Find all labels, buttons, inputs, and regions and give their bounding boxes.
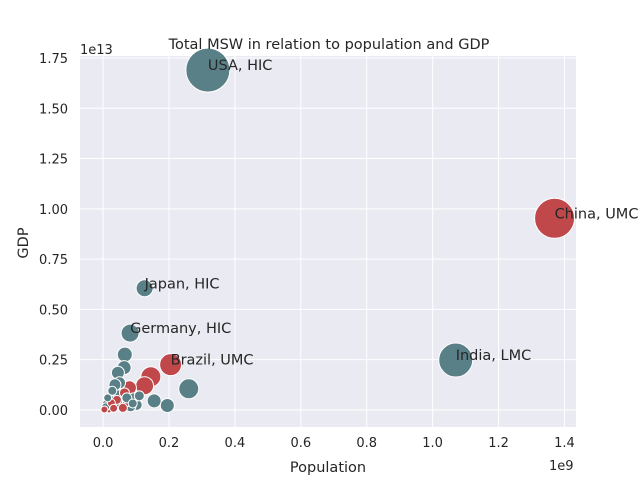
y-axis-offset-label: 1e13: [80, 43, 113, 58]
x-tick-label: 1.2: [488, 436, 509, 451]
y-tick-label: 1.00: [39, 203, 68, 218]
point-annotation: Germany, HIC: [130, 321, 231, 337]
y-tick-label: 0.75: [39, 253, 68, 268]
data-point: [534, 197, 576, 239]
data-point: [159, 353, 183, 377]
data-points: [100, 47, 576, 414]
data-point: [109, 403, 119, 413]
data-point: [159, 397, 175, 413]
x-tick-label: 0.0: [93, 436, 114, 451]
point-annotation: China, UMC: [555, 206, 639, 222]
data-point: [133, 390, 145, 402]
point-annotation: India, LMC: [456, 348, 532, 364]
point-annotation: Brazil, UMC: [171, 353, 254, 369]
x-tick-label: 0.8: [356, 436, 377, 451]
data-point: [135, 279, 154, 298]
x-tick-label: 0.2: [159, 436, 180, 451]
data-point: [438, 342, 474, 378]
point-annotations: USA, HIC China, UMC India, LMC Japan, HIC Ge…: [130, 58, 638, 369]
data-point: [185, 47, 231, 93]
y-tick-label: 0.00: [39, 404, 68, 419]
y-tick-label: 1.25: [39, 153, 68, 168]
y-tick-label: 1.75: [39, 52, 68, 67]
point-annotation: Japan, HIC: [144, 276, 220, 292]
data-point: [117, 402, 128, 413]
chart-title: Total MSW in relation to population and …: [168, 37, 490, 53]
y-tick-labels: 0.00 0.25 0.50 0.75 1.00 1.25 1.50 1.75: [39, 52, 68, 419]
point-annotation: USA, HIC: [208, 58, 273, 74]
data-point: [116, 346, 133, 363]
data-point: [127, 398, 138, 409]
data-point: [120, 323, 140, 343]
y-tick-label: 0.25: [39, 354, 68, 369]
y-tick-label: 0.50: [39, 303, 68, 318]
x-tick-labels: 0.0 0.2 0.4 0.6 0.8 1.0 1.2 1.4: [93, 436, 575, 451]
data-point: [107, 385, 118, 396]
data-point: [100, 405, 109, 414]
x-tick-label: 1.0: [422, 436, 443, 451]
x-tick-label: 1.4: [554, 436, 575, 451]
x-tick-label: 0.4: [225, 436, 246, 451]
x-axis-offset-label: 1e9: [549, 459, 574, 474]
x-tick-label: 0.6: [290, 436, 311, 451]
data-point: [146, 393, 162, 409]
data-point: [178, 378, 200, 400]
y-axis-title: GDP: [16, 227, 32, 258]
y-tick-label: 1.50: [39, 102, 68, 117]
data-point: [103, 393, 113, 403]
x-axis-title: Population: [290, 460, 366, 476]
